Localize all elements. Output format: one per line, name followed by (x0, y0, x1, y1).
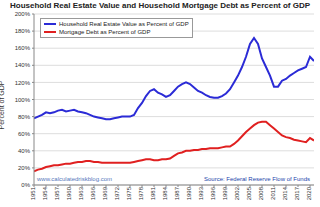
svg-text:1999: 1999 (222, 186, 228, 200)
svg-text:2005: 2005 (246, 186, 252, 200)
html-text:Mortgage Debt as Percent of GD: Mortgage Debt as Percent of GDP (59, 29, 151, 35)
svg-text:140%: 140% (15, 62, 31, 68)
svg-text:200%: 200% (15, 11, 31, 17)
svg-text:2002: 2002 (234, 186, 240, 200)
svg-text:80%: 80% (18, 114, 31, 120)
svg-text:1963: 1963 (78, 186, 84, 200)
svg-text:40%: 40% (18, 148, 31, 154)
svg-text:180%: 180% (15, 28, 31, 34)
svg-text:Percent of GDP: Percent of GDP (0, 80, 5, 129)
html-text:Household Real Estate Value an: Household Real Estate Value and Househol… (10, 1, 310, 10)
html-text:www.calculatedriskblog.com: www.calculatedriskblog.com (37, 176, 112, 182)
html-text:Source: Federal Reserve Flow o: Source: Federal Reserve Flow of Funds (204, 176, 310, 182)
svg-text:1990: 1990 (186, 186, 192, 200)
svg-text:60%: 60% (18, 131, 31, 137)
svg-text:1981: 1981 (150, 186, 156, 200)
svg-text:1951: 1951 (30, 186, 36, 200)
svg-text:2014: 2014 (282, 186, 288, 200)
svg-text:1993: 1993 (198, 186, 204, 200)
svg-text:1987: 1987 (174, 186, 180, 200)
svg-text:120%: 120% (15, 80, 31, 86)
svg-text:2017: 2017 (294, 186, 300, 200)
svg-text:1996: 1996 (210, 186, 216, 200)
svg-text:20%: 20% (18, 165, 31, 171)
svg-text:1960: 1960 (66, 186, 72, 200)
svg-text:160%: 160% (15, 45, 31, 51)
svg-text:0%: 0% (21, 182, 30, 188)
svg-text:2020: 2020 (306, 186, 312, 200)
svg-text:1978: 1978 (138, 186, 144, 200)
svg-text:1957: 1957 (54, 186, 60, 200)
svg-text:2011: 2011 (270, 186, 276, 200)
svg-text:2008: 2008 (258, 186, 264, 200)
svg-text:1984: 1984 (162, 186, 168, 200)
html-text:Household Real Estate Value as: Household Real Estate Value as Percent o… (59, 21, 189, 27)
svg-text:1975: 1975 (126, 186, 132, 200)
svg-text:1969: 1969 (102, 186, 108, 200)
svg-text:1972: 1972 (114, 186, 120, 200)
svg-text:1966: 1966 (90, 186, 96, 200)
svg-text:1954: 1954 (42, 186, 48, 200)
svg-text:100%: 100% (15, 97, 31, 103)
